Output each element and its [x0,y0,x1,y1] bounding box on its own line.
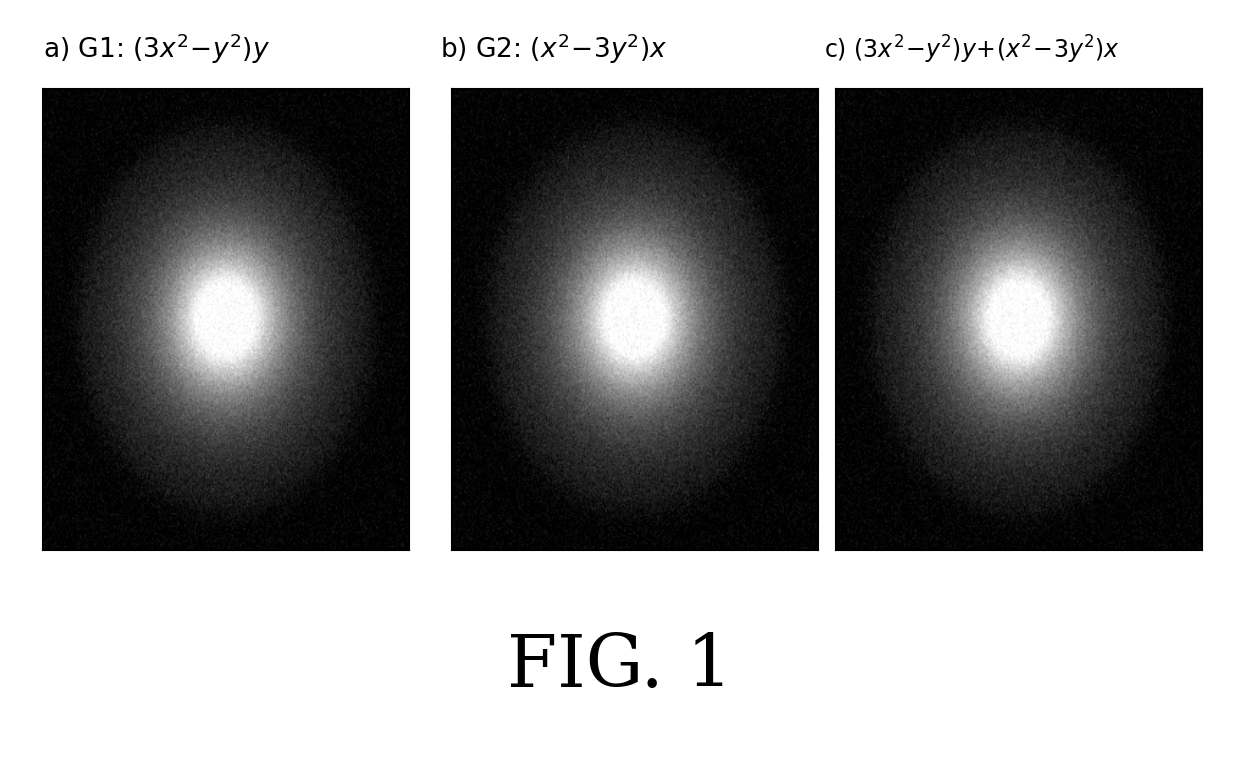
Text: b) G2: $(x^2\!-\!3y^2)x$: b) G2: $(x^2\!-\!3y^2)x$ [440,31,668,66]
Text: c) $(3x^2\!-\!y^2)y\!+\!(x^2\!-\!3y^2)x$: c) $(3x^2\!-\!y^2)y\!+\!(x^2\!-\!3y^2)x$ [824,33,1120,66]
Text: FIG. 1: FIG. 1 [507,631,732,702]
Text: a) G1: $(3x^2\!-\!y^2)y$: a) G1: $(3x^2\!-\!y^2)y$ [43,31,270,66]
